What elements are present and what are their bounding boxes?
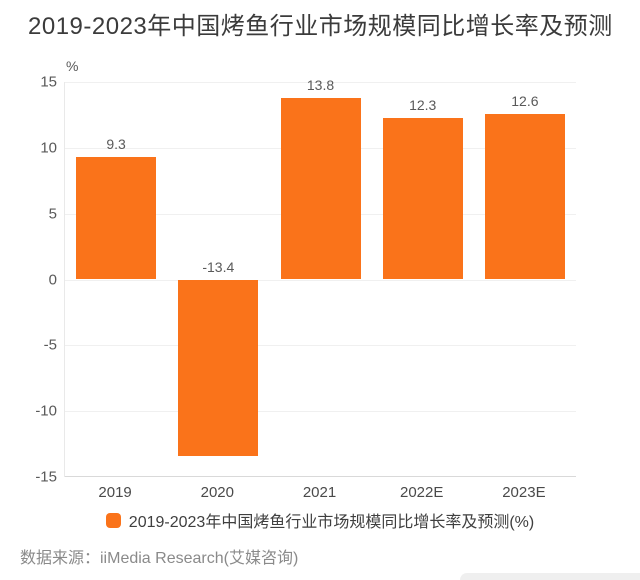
chart-title: 2019-2023年中国烤鱼行业市场规模同比增长率及预测 [28,13,613,40]
x-tick-2022E: 2022E [400,484,444,501]
y-tick-15: 15 [40,73,57,91]
bar-2020 [178,279,259,456]
gridline--10 [65,411,576,413]
legend-marker [105,512,121,528]
x-tick-2021: 2021 [302,484,337,501]
bar-2023E [484,113,565,280]
gridline--15 [65,476,576,477]
gridline-15 [65,82,576,83]
bar-2019 [76,157,157,280]
y-tick-0: 0 [48,271,57,288]
x-axis-labels: 2019 2020 2021 2022E 2023E [64,484,575,504]
value-label-2019: 9.3 [106,136,126,153]
y-tick--5: -5 [43,336,57,354]
x-tick-2020: 2020 [200,484,234,501]
bar-2022E [382,117,463,280]
plot-area: 9.3 -13.4 13.8 12.3 12.6 [64,77,576,477]
x-tick-2023E: 2023E [502,484,546,501]
bar-2021 [280,97,361,280]
bottom-right-rounded-shape [460,573,640,580]
x-tick-2019: 2019 [98,484,132,501]
y-tick--15: -15 [35,468,57,486]
y-axis-unit: % [66,58,79,74]
value-label-2021: 13.8 [306,76,335,93]
legend-label: 2019-2023年中国烤鱼行业市场规模同比增长率及预测(%) [128,514,535,531]
y-tick--10: -10 [35,402,57,420]
value-label-2020: -13.4 [202,258,235,275]
gridline--5 [65,345,576,347]
y-tick-10: 10 [40,139,57,157]
value-label-2023E: 12.6 [511,92,539,109]
y-tick-5: 5 [48,205,57,223]
value-label-2022E: 12.3 [409,96,437,113]
source-note: 数据来源：iiMedia Research(艾媒咨询) [20,550,299,567]
y-axis-labels: 15 10 5 0 -5 -10 -15 [0,74,57,486]
gridline-0 [65,279,576,281]
legend: 2019-2023年中国烤鱼行业市场规模同比增长率及预测(%) [0,510,640,531]
